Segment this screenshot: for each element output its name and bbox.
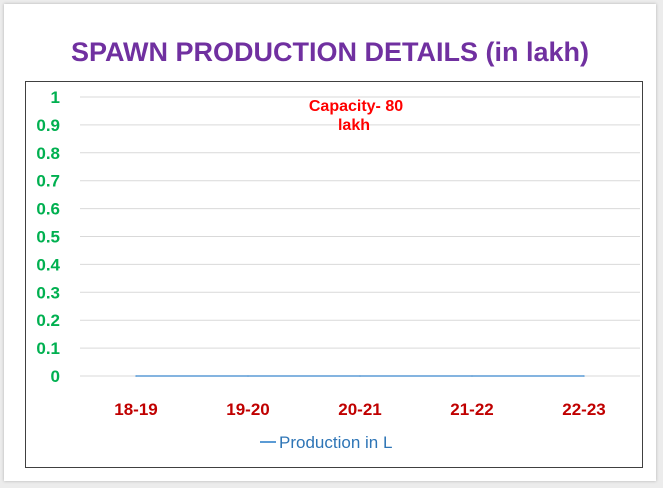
y-tick-label: 0.8 (36, 144, 60, 163)
x-tick-label: 18-19 (114, 400, 157, 419)
slide-title: SPAWN PRODUCTION DETAILS (in lakh) (70, 37, 589, 67)
y-tick-label: 0.2 (36, 311, 60, 330)
x-tick-label: 22-23 (562, 400, 605, 419)
y-tick-label: 0.7 (36, 172, 60, 191)
x-tick-label: 21-22 (450, 400, 493, 419)
y-tick-label: 0.3 (36, 283, 60, 302)
chart-frame (25, 81, 643, 468)
data-point (471, 375, 473, 377)
data-point (359, 375, 361, 377)
x-tick-label: 19-20 (226, 400, 269, 419)
capacity-annotation-line1: Capacity- 80 (309, 98, 403, 115)
y-tick-label: 0.1 (36, 339, 60, 358)
data-point (583, 375, 585, 377)
data-point (247, 375, 249, 377)
capacity-annotation-line2: lakh (338, 117, 370, 134)
y-tick-label: 0.5 (36, 228, 60, 247)
legend-label: Production in L (279, 433, 392, 452)
y-tick-label: 0.4 (36, 255, 60, 274)
y-tick-label: 0 (51, 367, 60, 386)
data-point (135, 375, 137, 377)
y-tick-label: 1 (51, 88, 60, 107)
y-tick-label: 0.9 (36, 116, 60, 135)
y-tick-label: 0.6 (36, 200, 60, 219)
x-tick-label: 20-21 (338, 400, 381, 419)
slide: SPAWN PRODUCTION DETAILS (in lakh) (4, 4, 656, 481)
